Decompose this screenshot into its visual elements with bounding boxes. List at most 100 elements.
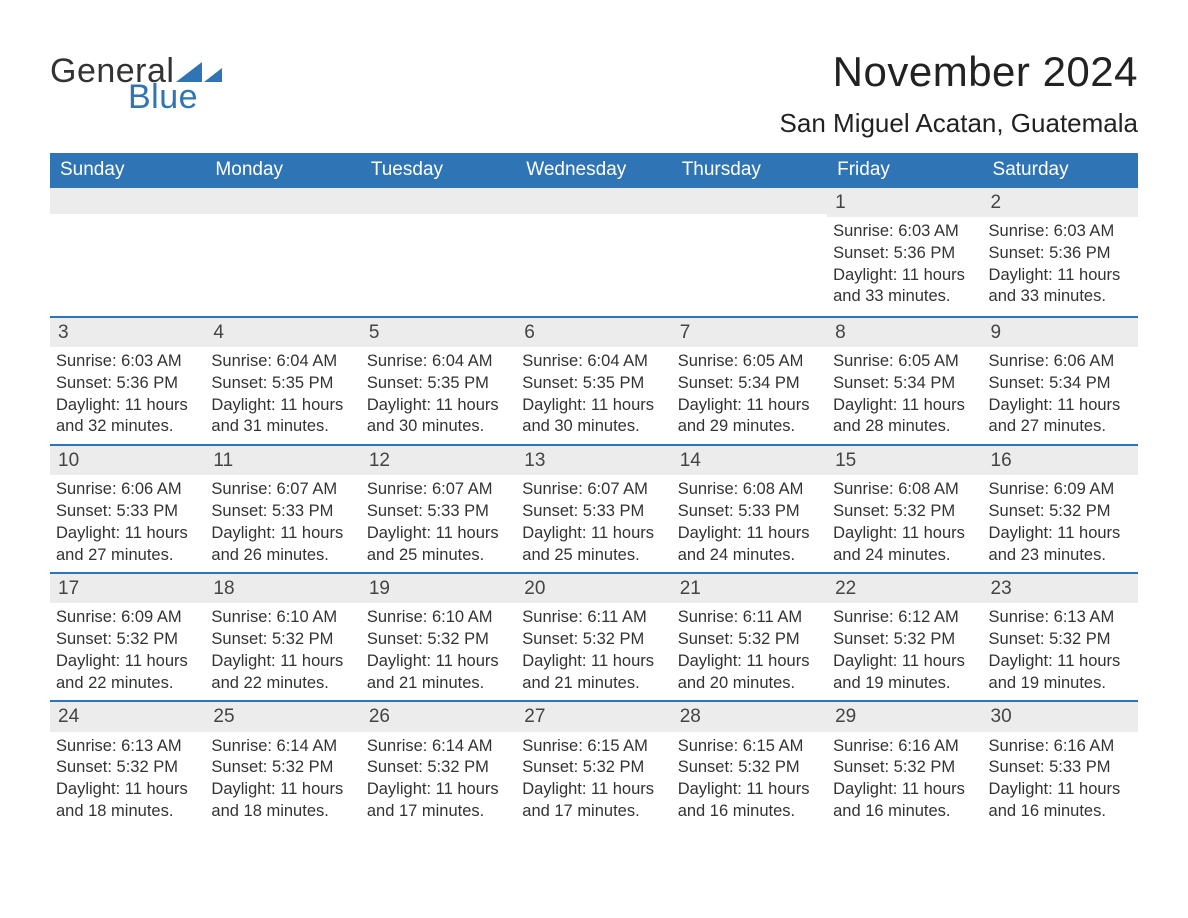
daylight-text: Daylight: 11 hours and 31 minutes. (211, 395, 354, 439)
sunrise-text: Sunrise: 6:04 AM (211, 351, 354, 373)
day-number: 1 (827, 188, 982, 217)
day-body: Sunrise: 6:09 AMSunset: 5:32 PMDaylight:… (983, 475, 1138, 572)
brand-word2: Blue (128, 80, 222, 114)
sunrise-text: Sunrise: 6:07 AM (367, 479, 510, 501)
calendar-day: 14Sunrise: 6:08 AMSunset: 5:33 PMDayligh… (672, 446, 827, 572)
daylight-text: Daylight: 11 hours and 25 minutes. (367, 523, 510, 567)
calendar-day: 29Sunrise: 6:16 AMSunset: 5:32 PMDayligh… (827, 702, 982, 828)
sunset-text: Sunset: 5:32 PM (522, 757, 665, 779)
calendar-day: 8Sunrise: 6:05 AMSunset: 5:34 PMDaylight… (827, 318, 982, 444)
sunrise-text: Sunrise: 6:08 AM (833, 479, 976, 501)
daylight-text: Daylight: 11 hours and 24 minutes. (678, 523, 821, 567)
sunset-text: Sunset: 5:34 PM (833, 373, 976, 395)
day-body: Sunrise: 6:04 AMSunset: 5:35 PMDaylight:… (516, 347, 671, 444)
day-number: 22 (827, 574, 982, 603)
day-number: 12 (361, 446, 516, 475)
daylight-text: Daylight: 11 hours and 16 minutes. (833, 779, 976, 823)
sunrise-text: Sunrise: 6:09 AM (989, 479, 1132, 501)
day-body: Sunrise: 6:07 AMSunset: 5:33 PMDaylight:… (205, 475, 360, 572)
sunset-text: Sunset: 5:32 PM (678, 629, 821, 651)
daylight-text: Daylight: 11 hours and 21 minutes. (367, 651, 510, 695)
day-number: 19 (361, 574, 516, 603)
sunset-text: Sunset: 5:33 PM (211, 501, 354, 523)
calendar-day (50, 188, 205, 316)
daylight-text: Daylight: 11 hours and 25 minutes. (522, 523, 665, 567)
calendar-day: 1Sunrise: 6:03 AMSunset: 5:36 PMDaylight… (827, 188, 982, 316)
dow-monday: Monday (205, 153, 360, 188)
day-number: 30 (983, 702, 1138, 731)
sunrise-text: Sunrise: 6:09 AM (56, 607, 199, 629)
day-body: Sunrise: 6:13 AMSunset: 5:32 PMDaylight:… (983, 603, 1138, 700)
daylight-text: Daylight: 11 hours and 33 minutes. (833, 265, 976, 309)
calendar-day: 24Sunrise: 6:13 AMSunset: 5:32 PMDayligh… (50, 702, 205, 828)
sunset-text: Sunset: 5:35 PM (522, 373, 665, 395)
day-number: 27 (516, 702, 671, 731)
day-number: 10 (50, 446, 205, 475)
day-number: 11 (205, 446, 360, 475)
calendar-day: 5Sunrise: 6:04 AMSunset: 5:35 PMDaylight… (361, 318, 516, 444)
day-number (516, 188, 671, 214)
daylight-text: Daylight: 11 hours and 20 minutes. (678, 651, 821, 695)
sunset-text: Sunset: 5:34 PM (678, 373, 821, 395)
dow-saturday: Saturday (983, 153, 1138, 188)
calendar-day: 10Sunrise: 6:06 AMSunset: 5:33 PMDayligh… (50, 446, 205, 572)
day-number: 24 (50, 702, 205, 731)
sunrise-text: Sunrise: 6:10 AM (211, 607, 354, 629)
day-body: Sunrise: 6:16 AMSunset: 5:33 PMDaylight:… (983, 732, 1138, 829)
calendar-week: 24Sunrise: 6:13 AMSunset: 5:32 PMDayligh… (50, 700, 1138, 828)
daylight-text: Daylight: 11 hours and 16 minutes. (678, 779, 821, 823)
sunrise-text: Sunrise: 6:12 AM (833, 607, 976, 629)
calendar-day: 18Sunrise: 6:10 AMSunset: 5:32 PMDayligh… (205, 574, 360, 700)
day-body: Sunrise: 6:08 AMSunset: 5:32 PMDaylight:… (827, 475, 982, 572)
day-body: Sunrise: 6:10 AMSunset: 5:32 PMDaylight:… (361, 603, 516, 700)
day-body: Sunrise: 6:13 AMSunset: 5:32 PMDaylight:… (50, 732, 205, 829)
daylight-text: Daylight: 11 hours and 19 minutes. (989, 651, 1132, 695)
sunset-text: Sunset: 5:34 PM (989, 373, 1132, 395)
dow-friday: Friday (827, 153, 982, 188)
daylight-text: Daylight: 11 hours and 21 minutes. (522, 651, 665, 695)
day-body: Sunrise: 6:04 AMSunset: 5:35 PMDaylight:… (361, 347, 516, 444)
day-number: 2 (983, 188, 1138, 217)
day-number: 4 (205, 318, 360, 347)
calendar-day (672, 188, 827, 316)
calendar-day (361, 188, 516, 316)
sunrise-text: Sunrise: 6:15 AM (678, 736, 821, 758)
daylight-text: Daylight: 11 hours and 23 minutes. (989, 523, 1132, 567)
sunset-text: Sunset: 5:33 PM (367, 501, 510, 523)
daylight-text: Daylight: 11 hours and 30 minutes. (367, 395, 510, 439)
daylight-text: Daylight: 11 hours and 27 minutes. (989, 395, 1132, 439)
sunset-text: Sunset: 5:33 PM (989, 757, 1132, 779)
calendar-day: 13Sunrise: 6:07 AMSunset: 5:33 PMDayligh… (516, 446, 671, 572)
calendar-grid: Sunday Monday Tuesday Wednesday Thursday… (50, 153, 1138, 829)
day-number (672, 188, 827, 214)
dow-tuesday: Tuesday (361, 153, 516, 188)
day-number: 9 (983, 318, 1138, 347)
day-body: Sunrise: 6:11 AMSunset: 5:32 PMDaylight:… (516, 603, 671, 700)
sunrise-text: Sunrise: 6:16 AM (833, 736, 976, 758)
day-number: 13 (516, 446, 671, 475)
sunrise-text: Sunrise: 6:11 AM (522, 607, 665, 629)
day-body: Sunrise: 6:06 AMSunset: 5:34 PMDaylight:… (983, 347, 1138, 444)
daylight-text: Daylight: 11 hours and 17 minutes. (522, 779, 665, 823)
sunrise-text: Sunrise: 6:10 AM (367, 607, 510, 629)
sunrise-text: Sunrise: 6:08 AM (678, 479, 821, 501)
sunrise-text: Sunrise: 6:07 AM (211, 479, 354, 501)
calendar-day: 7Sunrise: 6:05 AMSunset: 5:34 PMDaylight… (672, 318, 827, 444)
daylight-text: Daylight: 11 hours and 32 minutes. (56, 395, 199, 439)
calendar-week: 10Sunrise: 6:06 AMSunset: 5:33 PMDayligh… (50, 444, 1138, 572)
location-label: San Miguel Acatan, Guatemala (780, 108, 1138, 139)
calendar-week: 3Sunrise: 6:03 AMSunset: 5:36 PMDaylight… (50, 316, 1138, 444)
sunset-text: Sunset: 5:35 PM (211, 373, 354, 395)
day-body (361, 214, 516, 274)
brand-text: General Blue (50, 54, 222, 114)
calendar-day (516, 188, 671, 316)
sunrise-text: Sunrise: 6:13 AM (989, 607, 1132, 629)
calendar-day: 6Sunrise: 6:04 AMSunset: 5:35 PMDaylight… (516, 318, 671, 444)
calendar-day: 4 Sunrise: 6:04 AMSunset: 5:35 PMDaylight… (205, 318, 360, 444)
day-number: 29 (827, 702, 982, 731)
day-body: Sunrise: 6:08 AMSunset: 5:33 PMDaylight:… (672, 475, 827, 572)
day-number: 20 (516, 574, 671, 603)
day-body: Sunrise: 6:03 AMSunset: 5:36 PMDaylight:… (827, 217, 982, 314)
weeks-container: 1Sunrise: 6:03 AMSunset: 5:36 PMDaylight… (50, 188, 1138, 829)
daylight-text: Daylight: 11 hours and 19 minutes. (833, 651, 976, 695)
